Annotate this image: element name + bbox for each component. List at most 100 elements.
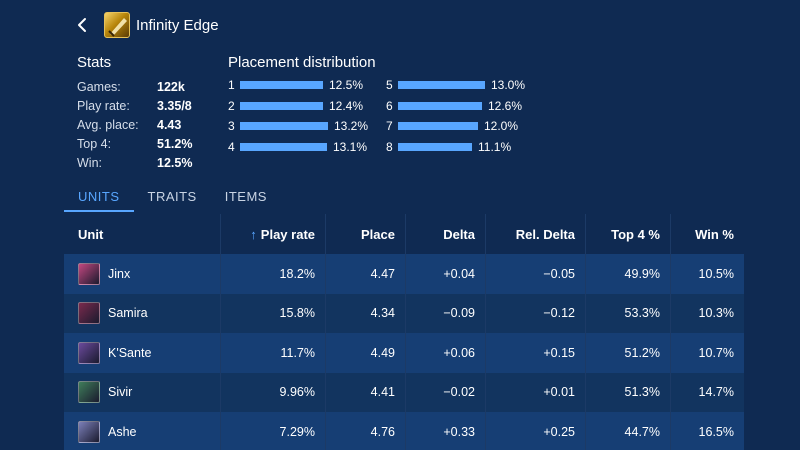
cell-delta: +0.04 [406,254,486,294]
unit-avatar [78,381,100,404]
placement-number: 8 [386,139,393,154]
back-button[interactable] [70,13,94,37]
stat-label: Games: [77,79,121,94]
placement-number: 1 [228,78,235,92]
cell-win: 10.3% [698,306,734,321]
placement-row: 5 13.0% [386,77,525,93]
tab-units[interactable]: UNITS [64,186,134,212]
placement-number: 6 [386,98,393,113]
cell-win: 14.7% [698,385,734,400]
stat-label: Avg. place: [77,117,139,132]
placement-bar [240,81,323,89]
placement-row: 7 12.0% [386,118,518,134]
column-delta[interactable]: Delta [406,214,486,254]
stat-row: Win: 12.5% [77,153,207,172]
page-title: Infinity Edge [136,16,219,34]
placement-percent: 12.5% [329,78,364,92]
stat-row: Avg. place: 4.43 [77,115,207,134]
sort-ascending-icon: ↑ [250,226,257,242]
cell-place: 4.34 [326,293,406,333]
placement-row: 3 13.2% [228,118,368,134]
cell-play-rate: 18.2% [221,254,326,294]
placement-bar [398,142,472,151]
placement-number: 7 [386,119,393,133]
cell-top4: 44.7% [586,412,671,450]
stat-label: Play rate: [77,98,130,113]
cell-unit: K'Sante [64,333,221,373]
cell-delta: −0.02 [406,372,486,412]
placement-percent: 13.0% [491,78,526,92]
table-row[interactable]: K'Sante 11.7% 4.49 +0.06 +0.15 51.2% 10.7% [64,333,744,373]
stat-label: Win: [77,155,102,170]
cell-win: 10.5% [698,266,734,281]
table-row[interactable]: Jinx 18.2% 4.47 +0.04 −0.05 49.9% 10.5% [64,254,744,294]
column-play-rate-label: Play rate [260,226,315,242]
placement-bar [240,122,328,130]
unit-avatar [78,420,100,443]
placement-bar [398,81,485,89]
column-top4[interactable]: Top 4 % [586,214,671,254]
stat-row: Top 4: 51.2% [77,134,207,153]
placement-row: 1 12.5% [228,77,363,93]
table-row[interactable]: Samira 15.8% 4.34 −0.09 −0.12 53.3% 10.3% [64,293,744,333]
infinity-edge-icon [104,12,130,38]
unit-name: Jinx [108,266,131,281]
placement-bar [398,122,478,130]
placement-number: 3 [228,119,235,133]
placement-chart: 1 12.5% 2 12.4% 3 13.2% 4 13.1% 5 13.0% 6 12.6% 7 12.… [228,77,548,167]
cell-place: 4.41 [326,372,406,412]
tab-traits[interactable]: TRAITS [147,189,197,204]
placement-number: 5 [386,78,393,92]
placement-distribution: Placement distribution 1 12.5% 2 12.4% 3 13.2… [228,54,548,167]
units-table: Unit ↑ Play rate Place Delta Rel. Delta … [64,214,744,450]
column-unit[interactable]: Unit [64,214,221,254]
cell-delta: −0.09 [406,293,486,333]
unit-name: Ashe [108,424,137,439]
column-win[interactable]: Win % [695,226,734,242]
cell-top4: 53.3% [586,293,671,333]
column-place[interactable]: Place [326,214,406,254]
cell-top4: 51.3% [586,372,671,412]
stat-value: 12.5% [157,155,193,170]
unit-avatar [78,341,100,364]
cell-rel-delta: −0.12 [486,293,586,333]
placement-title: Placement distribution [228,54,376,71]
placement-number: 2 [228,98,235,113]
cell-win: 10.7% [698,345,734,360]
cell-unit: Samira [64,293,221,333]
cell-play-rate: 9.96% [221,372,326,412]
unit-name: Sivir [108,385,133,400]
stats-panel: Stats Games: 122k Play rate: 3.35/8 Avg. pla… [77,54,207,172]
placement-row: 6 12.6% [386,98,522,114]
tab-items[interactable]: ITEMS [224,189,267,204]
stat-value: 122k [157,79,185,94]
placement-row: 8 11.1% [386,139,511,155]
cell-rel-delta: +0.15 [486,333,586,373]
placement-row: 4 13.1% [228,139,367,155]
cell-play-rate: 7.29% [221,412,326,450]
cell-top4: 49.9% [586,254,671,294]
table-row[interactable]: Ashe 7.29% 4.76 +0.33 +0.25 44.7% 16.5% [64,412,744,450]
cell-win: 16.5% [698,424,734,439]
cell-place: 4.76 [326,412,406,450]
stat-row: Play rate: 3.35/8 [77,96,207,115]
chevron-left-icon [78,18,86,32]
table-row[interactable]: Sivir 9.96% 4.41 −0.02 +0.01 51.3% 14.7% [64,372,744,412]
placement-percent: 12.4% [329,98,364,113]
stat-row: Games: 122k [77,77,207,96]
unit-name: Samira [108,306,148,321]
cell-unit: Sivir [64,372,221,412]
placement-bar [398,101,482,110]
placement-percent: 12.6% [488,98,523,113]
column-rel-delta[interactable]: Rel. Delta [486,214,586,254]
placement-bar [240,101,323,110]
header: Infinity Edge [70,10,219,40]
cell-place: 4.47 [326,254,406,294]
column-play-rate[interactable]: ↑ Play rate [221,214,326,254]
cell-play-rate: 15.8% [221,293,326,333]
stats-title: Stats [77,54,112,71]
cell-play-rate: 11.7% [221,333,326,373]
stat-value: 3.35/8 [157,98,192,113]
cell-delta: +0.33 [406,412,486,450]
cell-place: 4.49 [326,333,406,373]
